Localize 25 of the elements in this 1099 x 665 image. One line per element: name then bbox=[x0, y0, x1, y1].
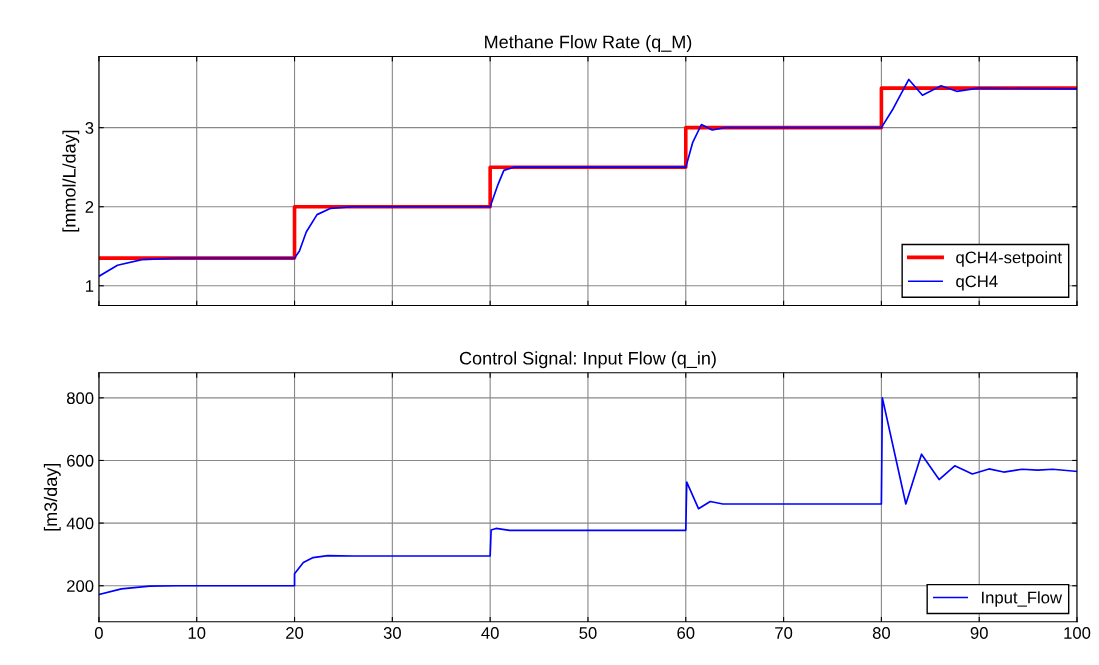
chart-title: Methane Flow Rate (q_M) bbox=[485, 35, 692, 52]
x-tick-label: 0 bbox=[94, 627, 103, 639]
y-axis-title: [mmol/L/day] bbox=[62, 130, 80, 232]
y-tick-label: 400 bbox=[66, 517, 94, 530]
x-tick-label: 10 bbox=[188, 627, 206, 639]
x-tick-label: 30 bbox=[383, 627, 401, 639]
y-tick-label: 2 bbox=[85, 201, 94, 213]
legend-label: qCH4-setpoint bbox=[956, 251, 1062, 267]
y-tick-label: 3 bbox=[85, 122, 94, 134]
chart-title: Control Signal: Input Flow (q_in) bbox=[459, 351, 716, 369]
y-tick-label: 200 bbox=[67, 580, 94, 592]
x-tick-label: 100 bbox=[1064, 627, 1091, 639]
y-tick-label: 800 bbox=[66, 392, 94, 405]
y-axis-title: [m3/day] bbox=[43, 463, 61, 531]
x-tick-label: 80 bbox=[872, 627, 891, 639]
y-tick-label: 1 bbox=[86, 280, 94, 292]
x-tick-label: 60 bbox=[677, 627, 695, 639]
legend-label: qCH4 bbox=[956, 275, 998, 291]
x-tick-label: 20 bbox=[286, 627, 304, 639]
y-tick-label: 600 bbox=[67, 454, 94, 467]
x-tick-label: 50 bbox=[579, 627, 597, 639]
x-tick-label: 70 bbox=[775, 627, 793, 639]
x-tick-label: 90 bbox=[970, 627, 988, 639]
legend-label: Input_Flow bbox=[982, 591, 1063, 607]
x-tick-label: 40 bbox=[481, 627, 499, 639]
